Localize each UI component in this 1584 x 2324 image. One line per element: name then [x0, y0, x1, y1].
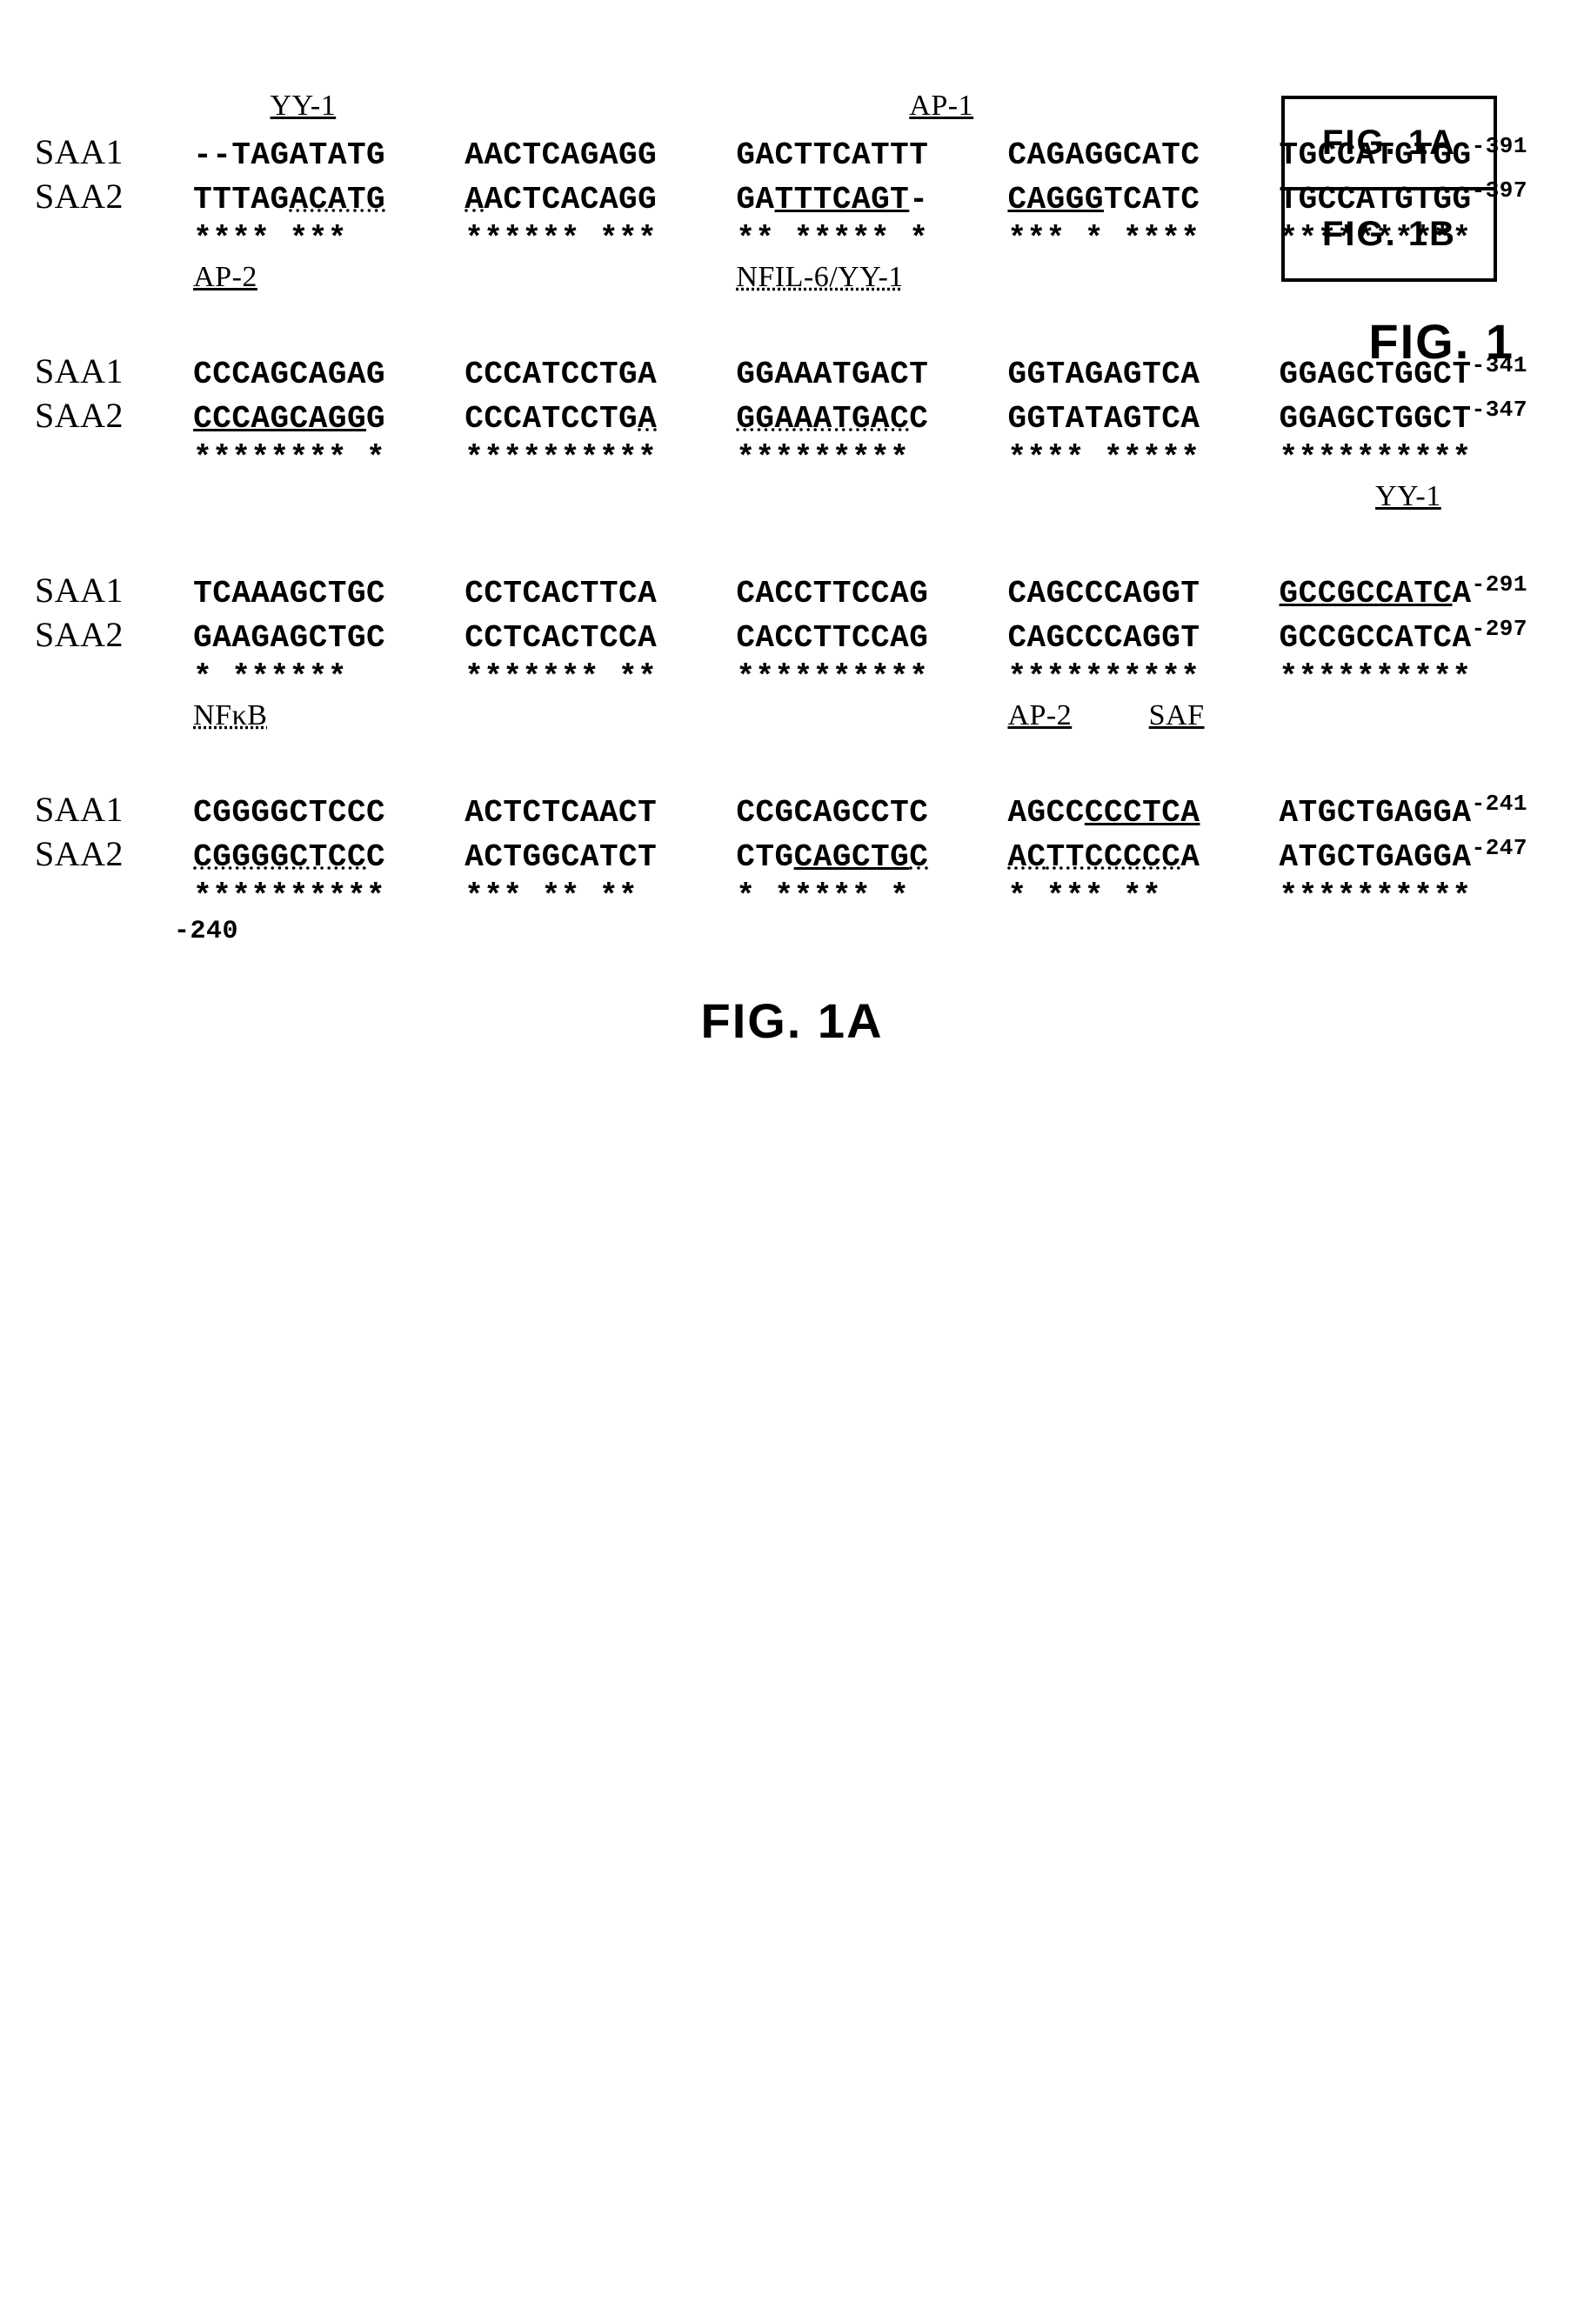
legend-bottom: FIG. 1B — [1285, 190, 1494, 278]
seq-cell: GATTTCAGT- — [736, 180, 988, 219]
seq-cell: CCTCACTCCA — [465, 618, 717, 658]
stars-cell: **** ***** — [1007, 438, 1260, 477]
stars-cell: * ***** * — [736, 877, 988, 916]
seq-cell: CCCAGCAGGG — [193, 399, 445, 438]
seq-cell: GCCGCCATCA-297 — [1280, 615, 1532, 658]
position-marker: -240 — [174, 916, 1549, 949]
stars-cell: ** ***** * — [736, 219, 988, 258]
saa1-label: SAA1 — [35, 569, 174, 612]
site-yy1: YY-1 — [271, 90, 337, 122]
legend-top: FIG. 1A — [1285, 99, 1494, 190]
stars-cell: ********* — [736, 438, 988, 477]
seq-cell: CACCTTCCAG — [736, 618, 988, 658]
block2-sites: YY-1 — [35, 477, 1549, 517]
seq-cell: GAAGAGCTGC — [193, 618, 445, 658]
block3-sites: NFκB AP-2 SAF — [35, 697, 1549, 736]
position: -247 — [1472, 835, 1527, 861]
seq-cell: AACTCAGAGG — [465, 136, 717, 175]
position: -241 — [1472, 791, 1527, 817]
block4-saa2: SAA2 CGGGGCTCCC ACTGGCATCT CTGCAGCTGC AC… — [35, 832, 1549, 877]
position: -347 — [1472, 397, 1527, 423]
block4-stars: ********** *** ** ** * ***** * * *** ** … — [35, 877, 1549, 916]
stars-cell: ******** * — [193, 438, 445, 477]
stars-cell: ********** — [1007, 658, 1260, 697]
fig-1a-label: FIG. 1A — [35, 992, 1549, 1049]
site-nfil6-yy1: NFIL-6/YY-1 — [736, 261, 903, 293]
stars-cell: *** ** ** — [465, 877, 717, 916]
saa1-label: SAA1 — [35, 130, 174, 174]
saa2-label: SAA2 — [35, 832, 174, 876]
seq-cell: GGAAATGACT — [736, 355, 988, 394]
seq-cell: GGAAATGACC — [736, 399, 988, 438]
saa2-label: SAA2 — [35, 394, 174, 437]
stars-cell: ******* ** — [465, 658, 717, 697]
site-ap2: AP-2 — [193, 261, 257, 293]
seq-cell: ATGCTGAGGA-247 — [1280, 834, 1532, 877]
stars-cell: **** *** — [193, 219, 445, 258]
saa1-label: SAA1 — [35, 350, 174, 393]
seq-cell: GACTTCATTT — [736, 136, 988, 175]
seq-cell: ACTTCCCCCA — [1007, 838, 1260, 877]
seq-cell: CGGGGCTCCC — [193, 838, 445, 877]
seq-cell: CCCATCCTGA — [465, 355, 717, 394]
seq-cell: GGAGCTGGCT-347 — [1280, 396, 1532, 438]
seq-cell: CCCAGCAGAG — [193, 355, 445, 394]
stars-cell: ********** — [465, 438, 717, 477]
seq-cell: AGCCCCCTCA — [1007, 793, 1260, 832]
site-ap2-b3: AP-2 — [1007, 699, 1072, 731]
seq-cell: GCCGCCATCA-291 — [1280, 571, 1532, 613]
seq-cell: GGTATAGTCA — [1007, 399, 1260, 438]
legend-box: FIG. 1A FIG. 1B — [1281, 96, 1497, 282]
stars-cell: ********** — [1280, 658, 1532, 697]
position: -297 — [1472, 616, 1527, 642]
block3-saa2: SAA2 GAAGAGCTGC CCTCACTCCA CACCTTCCAG CA… — [35, 613, 1549, 658]
saa1-label: SAA1 — [35, 788, 174, 831]
stars-cell: ********** — [1280, 877, 1532, 916]
block2-saa2: SAA2 CCCAGCAGGG CCCATCCTGA GGAAATGACC GG… — [35, 394, 1549, 438]
seq-cell: TTTAGACATG — [193, 180, 445, 219]
block3-stars: * ****** ******* ** ********** *********… — [35, 658, 1549, 697]
seq-cell: CCCATCCTGA — [465, 399, 717, 438]
seq-cell: CGGGGCTCCC — [193, 793, 445, 832]
seq-cell: CAGCCCAGGT — [1007, 574, 1260, 613]
block3-saa1: SAA1 TCAAAGCTGC CCTCACTTCA CACCTTCCAG CA… — [35, 569, 1549, 613]
saa2-label: SAA2 — [35, 613, 174, 657]
block4-saa1: SAA1 CGGGGCTCCC ACTCTCAACT CCGCAGCCTC AG… — [35, 788, 1549, 832]
seq-cell: CAGAGGCATC — [1007, 136, 1260, 175]
seq-cell: CACCTTCCAG — [736, 574, 988, 613]
seq-cell: TCAAAGCTGC — [193, 574, 445, 613]
seq-cell: GGTAGAGTCA — [1007, 355, 1260, 394]
seq-cell: CAGCCCAGGT — [1007, 618, 1260, 658]
stars-cell: ********** — [1280, 438, 1532, 477]
stars-cell: ********** — [193, 877, 445, 916]
seq-cell: --TAGATATG — [193, 136, 445, 175]
fig-main-label: FIG. 1 — [1368, 313, 1514, 370]
seq-cell: ACTCTCAACT — [465, 793, 717, 832]
seq-cell: CTGCAGCTGC — [736, 838, 988, 877]
position: -291 — [1472, 571, 1527, 598]
site-ap1: AP-1 — [909, 90, 973, 122]
figure-page: FIG. 1A FIG. 1B FIG. 1 YY-1 AP-1 SAA1 --… — [35, 87, 1549, 1049]
stars-cell: ****** *** — [465, 219, 717, 258]
stars-cell: *** * **** — [1007, 219, 1260, 258]
seq-cell: ACTGGCATCT — [465, 838, 717, 877]
block2-stars: ******** * ********** ********* **** ***… — [35, 438, 1549, 477]
stars-cell: ********** — [736, 658, 988, 697]
stars-cell: * *** ** — [1007, 877, 1260, 916]
site-saf: SAF — [1149, 699, 1205, 731]
stars-cell: * ****** — [193, 658, 445, 697]
seq-cell: ATGCTGAGGA-241 — [1280, 790, 1532, 832]
saa2-label: SAA2 — [35, 175, 174, 218]
site-yy1-b2: YY-1 — [1375, 480, 1441, 512]
block2-saa1: SAA1 CCCAGCAGAG CCCATCCTGA GGAAATGACT GG… — [35, 350, 1549, 394]
seq-cell: AACTCACAGG — [465, 180, 717, 219]
seq-cell: CAGGGTCATC — [1007, 180, 1260, 219]
seq-cell: CCGCAGCCTC — [736, 793, 988, 832]
site-nfkb: NFκB — [193, 699, 267, 731]
seq-cell: CCTCACTTCA — [465, 574, 717, 613]
